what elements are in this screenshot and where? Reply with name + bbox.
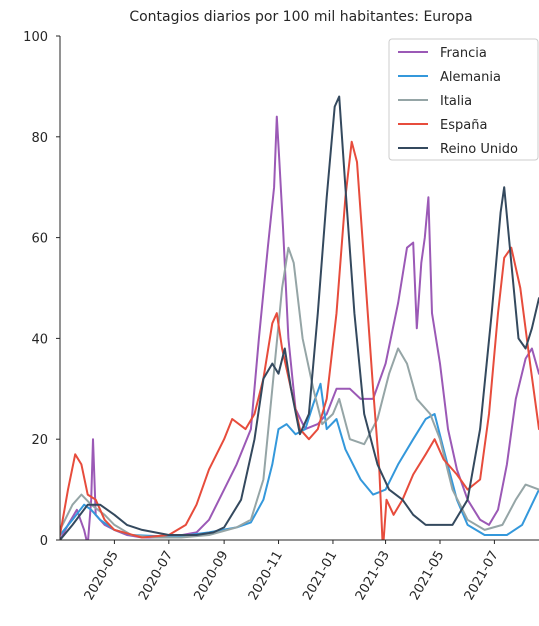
- x-tick-label: 2020-11: [246, 549, 286, 604]
- legend-label-reino-unido: Reino Unido: [440, 142, 518, 157]
- series-line-alemania: [60, 382, 539, 537]
- y-tick-label: 0: [40, 534, 48, 549]
- y-tick-label: 60: [31, 232, 48, 247]
- x-tick-label: 2020-05: [82, 549, 122, 604]
- x-axis-ticks: 2020-05 2020-07 2020-09 2020-11 2021-01 2021-…: [82, 540, 502, 603]
- series-line-reino-unido: [60, 95, 539, 540]
- axes: [59, 36, 539, 541]
- x-tick-label: 2021-03: [353, 549, 393, 604]
- y-tick-label: 20: [31, 433, 48, 448]
- x-tick-label: 2020-09: [191, 549, 231, 604]
- x-tick-label: 2020-07: [136, 549, 176, 604]
- legend-label-italia: Italia: [440, 94, 472, 109]
- legend-label-alemania: Alemania: [440, 70, 501, 85]
- series-line-italia: [60, 246, 539, 539]
- legend-label-espana: España: [440, 118, 487, 133]
- legend: Francia Alemania Italia España Reino Unido: [388, 38, 539, 161]
- chart-title: Contagios diarios por 100 mil habitantes…: [129, 9, 472, 25]
- x-tick-label: 2021-01: [300, 549, 340, 604]
- legend-box: [388, 38, 539, 161]
- y-axis-ticks: 0 20 40 60 80 100: [23, 30, 60, 549]
- x-tick-label: 2021-07: [462, 549, 502, 604]
- series-line-espana: [60, 140, 539, 540]
- legend-label-francia: Francia: [440, 46, 487, 61]
- y-tick-label: 40: [31, 332, 48, 347]
- x-tick-label: 2021-05: [407, 549, 447, 604]
- y-tick-label: 100: [23, 30, 48, 45]
- series-line-francia: [60, 115, 539, 540]
- series-layer: [60, 95, 539, 540]
- y-tick-label: 80: [31, 131, 48, 146]
